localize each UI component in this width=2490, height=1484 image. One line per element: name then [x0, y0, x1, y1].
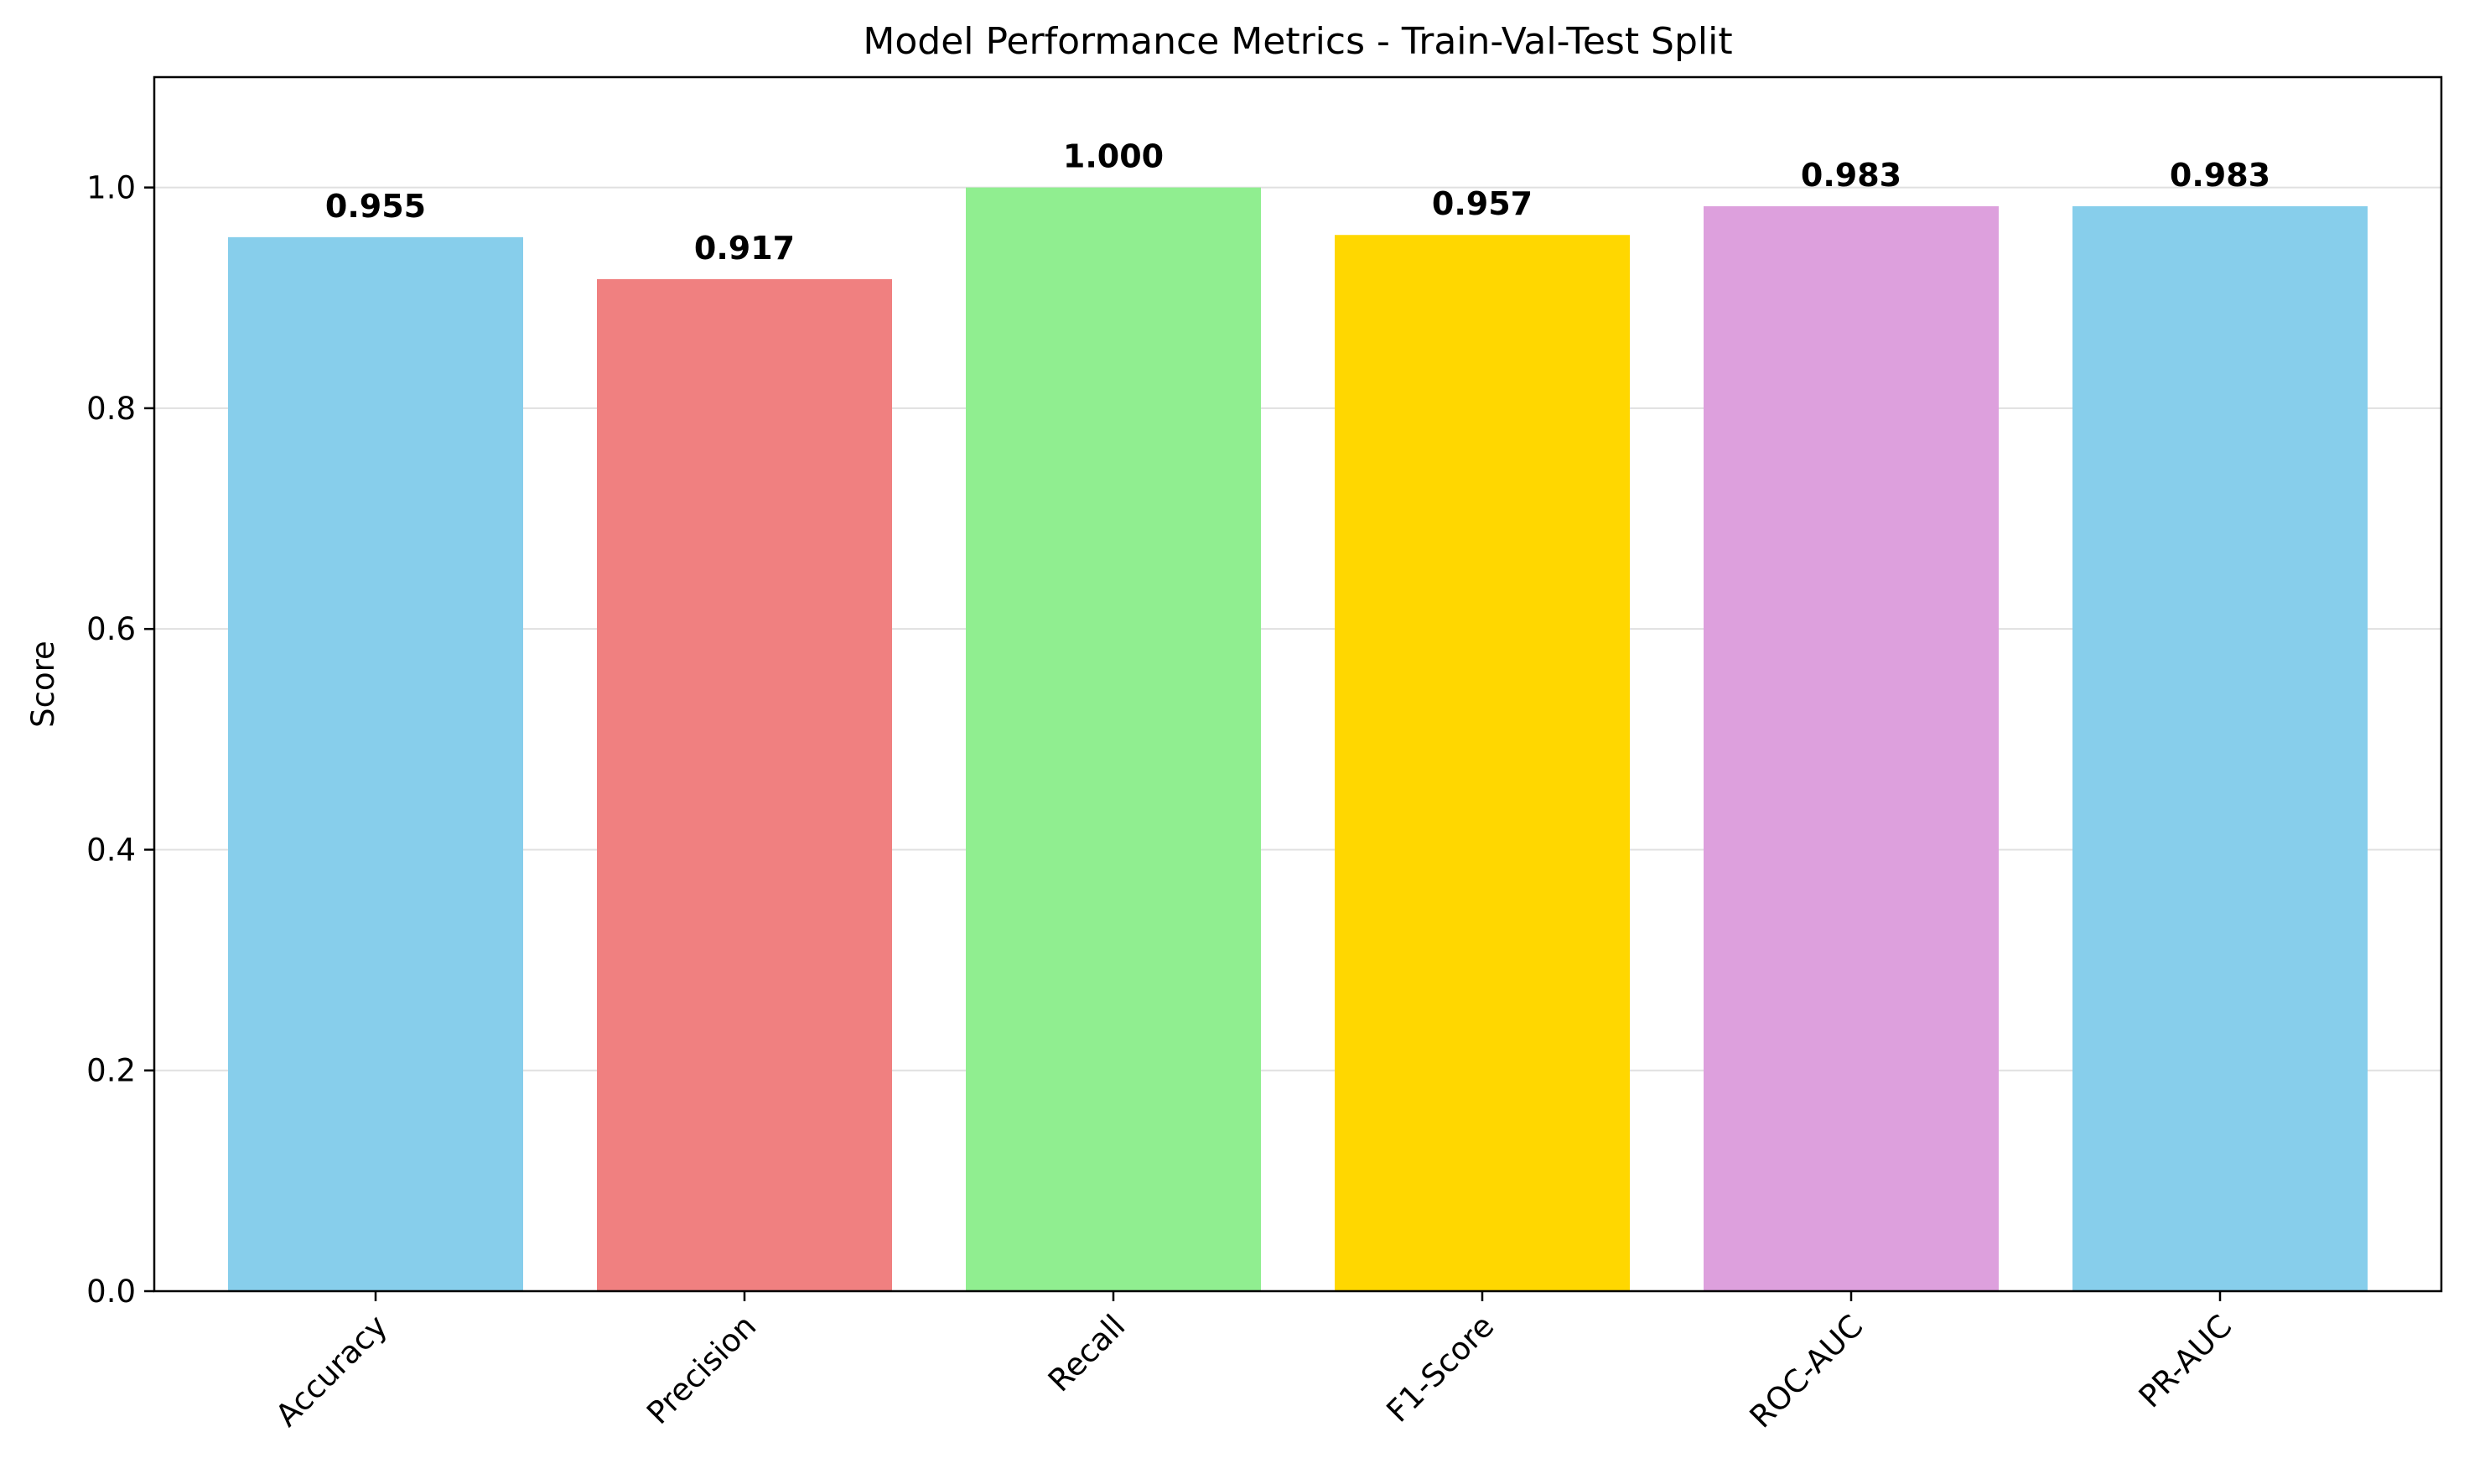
bars — [228, 187, 2368, 1292]
bar-roc-auc — [1704, 206, 1999, 1292]
bar-recall — [966, 187, 1261, 1292]
bar-precision — [597, 278, 892, 1291]
grid-lines — [154, 186, 2441, 1071]
bar-f1-score — [1335, 235, 1630, 1291]
y-axis-ticks: 0.0 0.2 0.4 0.6 0.8 1.0 — [86, 170, 154, 1310]
data-label: 0.955 — [325, 188, 426, 225]
plot-frame — [153, 75, 2443, 1293]
chart-title: Model Performance Metrics - Train-Val-Te… — [863, 20, 1732, 63]
data-label: 1.000 — [1063, 138, 1164, 175]
data-label: 0.957 — [1432, 185, 1533, 222]
y-tick-label: 0.6 — [86, 611, 136, 647]
data-label: 0.917 — [694, 230, 795, 267]
bar-accuracy — [228, 236, 523, 1291]
data-label: 0.983 — [2170, 157, 2270, 194]
y-tick-label: 0.4 — [86, 832, 136, 868]
y-axis-label: Score — [25, 641, 61, 728]
y-tick-label: 0.8 — [86, 391, 136, 427]
y-tick-label: 1.0 — [86, 170, 136, 206]
bar-pr-auc — [2072, 206, 2368, 1292]
y-tick-label: 0.2 — [86, 1053, 136, 1089]
data-label: 0.983 — [1801, 157, 1901, 194]
data-labels: 0.955 0.917 1.000 0.957 0.983 0.983 — [325, 138, 2270, 267]
y-tick-label: 0.0 — [86, 1274, 136, 1310]
